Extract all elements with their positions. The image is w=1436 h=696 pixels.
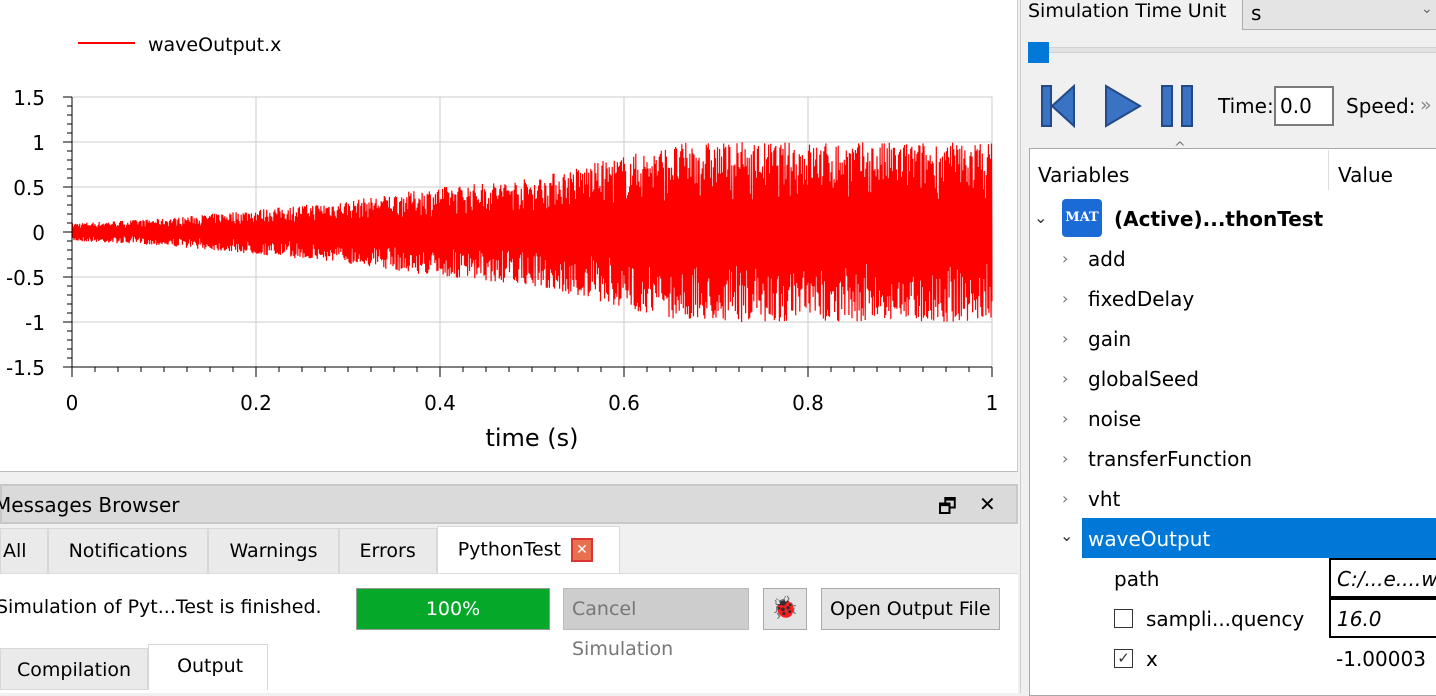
- tab-notifications[interactable]: Notifications: [47, 528, 209, 574]
- open-output-file-button[interactable]: Open Output File: [821, 588, 1000, 630]
- chevron-down-icon[interactable]: ⌄: [1034, 208, 1048, 227]
- sort-icon: ^: [1174, 140, 1186, 156]
- close-icon[interactable]: ✕: [979, 492, 996, 516]
- time-label: Time:: [1218, 94, 1274, 118]
- column-value[interactable]: Value: [1338, 163, 1393, 187]
- tab-all[interactable]: All: [0, 528, 48, 574]
- speed-label: Speed:: [1346, 94, 1416, 118]
- chevron-right-icon[interactable]: ›: [1062, 369, 1069, 388]
- chevron-right-icon[interactable]: ›: [1062, 329, 1069, 348]
- tree-item-noise[interactable]: noise: [1088, 407, 1142, 431]
- x-tick-label: 0.8: [792, 391, 824, 415]
- legend-label: waveOutput.x: [148, 34, 281, 56]
- tree-item-waveOutput[interactable]: waveOutput: [1088, 527, 1211, 551]
- time-slider[interactable]: [1028, 47, 1436, 53]
- chevron-right-icon[interactable]: ›: [1062, 489, 1069, 508]
- tree-item-globalSeed[interactable]: globalSeed: [1088, 367, 1199, 391]
- time-unit-value: s: [1251, 1, 1262, 25]
- tree-item-sampling[interactable]: sampli...quency: [1146, 607, 1305, 631]
- play-icon[interactable]: [1104, 84, 1144, 128]
- x-tick-label: 0.6: [608, 391, 640, 415]
- time-input[interactable]: 0.0: [1274, 86, 1334, 126]
- progress-bar: 100%: [356, 588, 550, 630]
- messages-title: Messages Browser: [0, 493, 180, 517]
- column-variables[interactable]: Variables: [1038, 163, 1130, 187]
- tree-item-x[interactable]: x: [1146, 647, 1158, 671]
- close-tab-icon[interactable]: ✕: [571, 538, 594, 562]
- x-tick-label: 0.4: [424, 391, 456, 415]
- mat-file-icon: MAT: [1062, 199, 1102, 237]
- rewind-icon[interactable]: [1040, 84, 1080, 128]
- y-tick-label: 0.5: [13, 176, 45, 200]
- tree-item-vht[interactable]: vht: [1088, 487, 1121, 511]
- messages-browser: Messages Browser 🗗 ✕ All Notifications W…: [0, 484, 1018, 693]
- chevron-right-icon[interactable]: ›: [1062, 249, 1069, 268]
- time-unit-label: Simulation Time Unit: [1028, 0, 1227, 22]
- y-tick-label: -0.5: [6, 266, 45, 290]
- tree-item-gain[interactable]: gain: [1088, 327, 1132, 351]
- debug-icon[interactable]: 🐞: [763, 588, 807, 630]
- x-tick-label: 0.2: [240, 391, 272, 415]
- x-value: -1.00003: [1336, 647, 1426, 671]
- chevron-right-icon[interactable]: ›: [1062, 409, 1069, 428]
- sampling-value-field[interactable]: 16.0: [1329, 598, 1436, 638]
- y-tick-label: -1.5: [6, 356, 45, 380]
- y-tick-label: 1: [32, 131, 45, 155]
- cancel-simulation-button[interactable]: Cancel Simulation: [563, 588, 749, 660]
- tree-item-transferFunction[interactable]: transferFunction: [1088, 447, 1253, 471]
- series-line-waveOutput-x: [71, 142, 993, 323]
- tree-item-add[interactable]: add: [1088, 247, 1126, 271]
- y-tick-label: 0: [32, 221, 45, 245]
- selected-row-highlight: [1082, 518, 1436, 558]
- chevron-down-icon: ⌄: [1421, 1, 1433, 17]
- chevron-down-icon[interactable]: ⌄: [1060, 526, 1074, 545]
- x-tick-label: 1: [986, 391, 999, 415]
- tree-item-fixedDelay[interactable]: fixedDelay: [1088, 287, 1195, 311]
- time-unit-select[interactable]: s ⌄: [1242, 0, 1436, 30]
- x-axis-label: time (s): [485, 424, 578, 452]
- tab-pythontest[interactable]: PythonTest ✕: [436, 526, 621, 574]
- tree-item-path[interactable]: path: [1114, 567, 1160, 591]
- result-root[interactable]: (Active)...thonTest: [1114, 207, 1324, 231]
- y-tick-label: 1.5: [13, 86, 45, 110]
- simulation-status: Simulation of Pyt...Test is finished.: [0, 596, 322, 618]
- plot-window: 0 0.2 0.4 0.6 0.8 1 1.5 1 0.5 0 -0.5 -1 -1.5 waveOut…: [0, 0, 1018, 472]
- chevron-right-icon[interactable]: ›: [1062, 449, 1069, 468]
- x-checkbox[interactable]: ✓: [1114, 649, 1133, 668]
- time-slider-handle[interactable]: [1028, 42, 1049, 63]
- tab-compilation[interactable]: Compilation: [0, 648, 149, 690]
- plot-chart: 0 0.2 0.4 0.6 0.8 1 1.5 1 0.5 0 -0.5 -1 -1.5 waveOut…: [6, 34, 999, 452]
- more-icon[interactable]: »: [1420, 94, 1432, 116]
- tab-warnings[interactable]: Warnings: [208, 528, 339, 574]
- path-value-field[interactable]: C:/...e....wo: [1329, 558, 1436, 598]
- x-tick-label: 0: [66, 391, 79, 415]
- float-icon[interactable]: 🗗: [938, 494, 957, 518]
- tab-output[interactable]: Output: [148, 644, 269, 690]
- pause-icon[interactable]: [1160, 84, 1196, 128]
- sampling-checkbox[interactable]: [1114, 609, 1133, 628]
- messages-header: Messages Browser 🗗 ✕: [0, 484, 1018, 524]
- tab-errors[interactable]: Errors: [338, 528, 437, 574]
- chevron-right-icon[interactable]: ›: [1062, 289, 1069, 308]
- y-tick-label: -1: [25, 311, 45, 335]
- tab-pythontest-label: PythonTest: [457, 538, 561, 561]
